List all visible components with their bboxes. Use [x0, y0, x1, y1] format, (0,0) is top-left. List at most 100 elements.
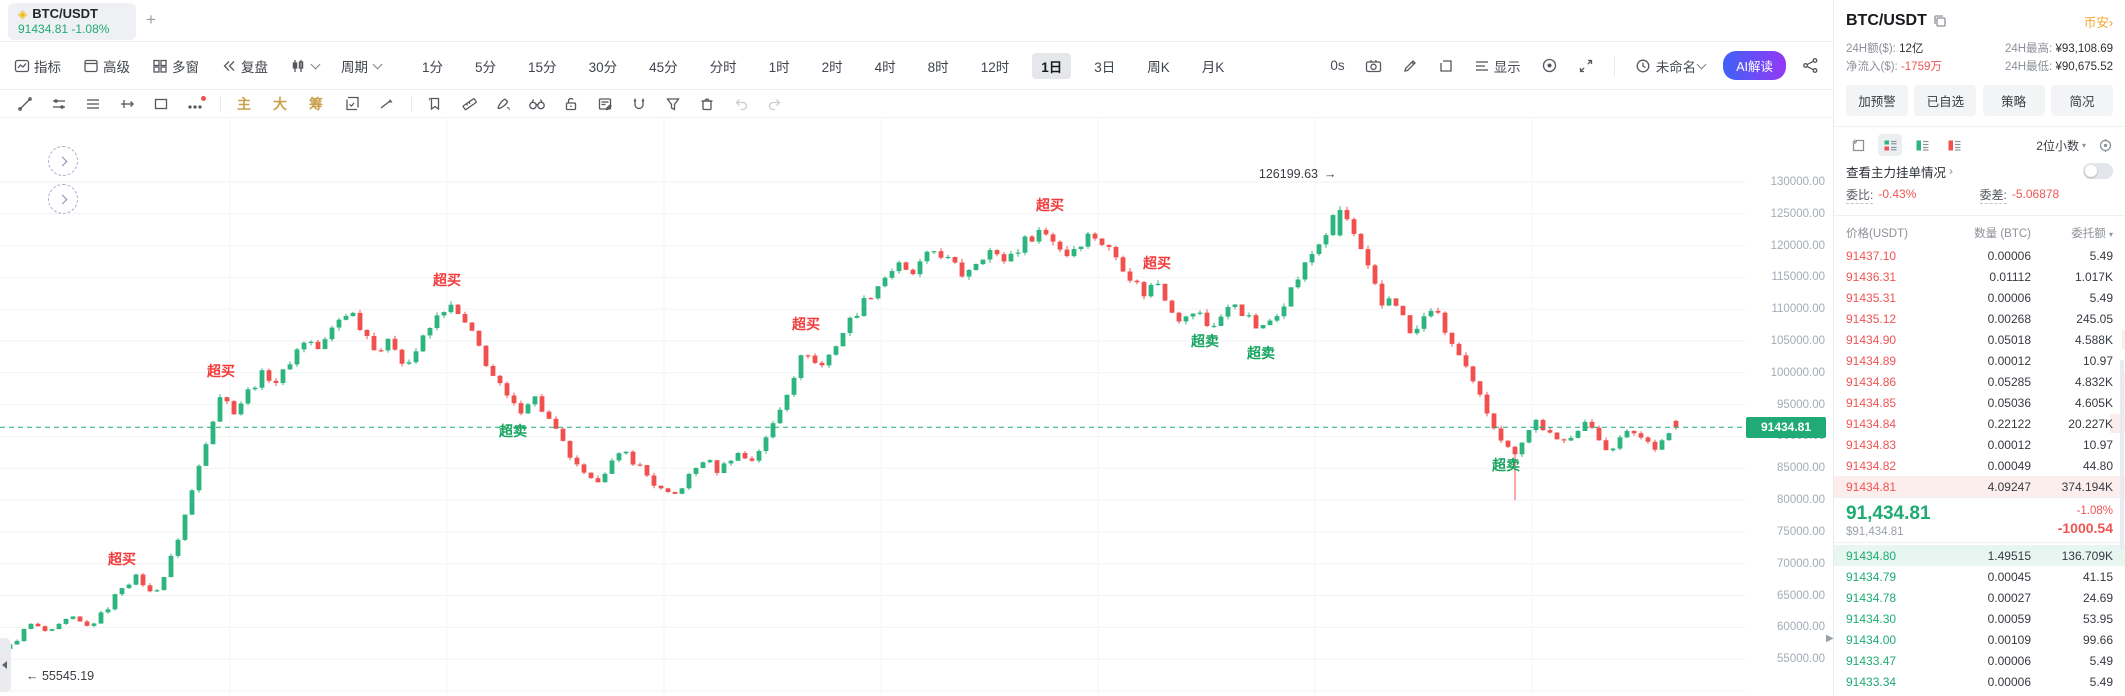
ask-row[interactable]: 91434.90 0.05018 4.588K: [1834, 329, 2125, 350]
auto-draw-tool[interactable]: [339, 93, 365, 115]
ask-row[interactable]: 91434.84 0.22122 20.227K: [1834, 413, 2125, 434]
replay-timer[interactable]: 0s: [1330, 58, 1345, 73]
ask-row[interactable]: 91434.83 0.00012 10.97: [1834, 434, 2125, 455]
bid-row[interactable]: 91434.80 1.49515 136.709K: [1834, 545, 2125, 566]
advanced-button[interactable]: 高级: [83, 56, 130, 76]
orderbook-both-view-button[interactable]: [1878, 134, 1902, 156]
timeframe-4时[interactable]: 4时: [874, 59, 896, 75]
timeframe-月K[interactable]: 月K: [1201, 59, 1225, 75]
symbol-tab[interactable]: ◈ BTC/USDT 91434.81 -1.08%: [8, 3, 136, 40]
order-amount: 4.605K: [2074, 395, 2113, 410]
timeframe-15分[interactable]: 15分: [528, 59, 557, 75]
add-pane-view-button[interactable]: [1846, 134, 1870, 156]
measure-tool[interactable]: [456, 93, 482, 115]
cross-arrow-tool[interactable]: [114, 93, 140, 115]
strategy-button[interactable]: 策略: [1982, 85, 2045, 116]
parallel-channel-tool[interactable]: [46, 93, 72, 115]
layout-dropdown[interactable]: 未命名: [1635, 56, 1707, 76]
multiwindow-button[interactable]: 多窗: [152, 56, 199, 76]
share-button[interactable]: [1802, 57, 1819, 74]
decimals-dropdown[interactable]: 2位小数 ▾: [2036, 138, 2086, 153]
col-price[interactable]: 价格(USDT): [1846, 228, 1908, 240]
display-settings-button[interactable]: 显示: [1474, 56, 1521, 76]
col-quantity[interactable]: 数量 (BTC): [1974, 228, 2031, 240]
timeframe-45分[interactable]: 45分: [649, 59, 678, 75]
filter-drawings-tool[interactable]: [660, 93, 686, 115]
lock-tool[interactable]: [558, 93, 584, 115]
ask-row[interactable]: 91434.89 0.00012 10.97: [1834, 350, 2125, 371]
timeframe-5分[interactable]: 5分: [475, 59, 497, 75]
note-tool[interactable]: [592, 93, 618, 115]
magnifier-compare-tool[interactable]: [524, 93, 550, 115]
horizontal-lines-tool[interactable]: [80, 93, 106, 115]
bid-row[interactable]: 91434.30 0.00059 53.95: [1834, 608, 2125, 629]
trend-line-tool[interactable]: [12, 93, 38, 115]
add-alert-button[interactable]: 加预警: [1846, 85, 1908, 116]
orderbook-asks-view-button[interactable]: [1942, 134, 1966, 156]
bid-row[interactable]: 91433.280.000076.40: [1834, 692, 2125, 696]
bid-row[interactable]: 91434.78 0.00027 24.69: [1834, 587, 2125, 608]
timeframe-2时[interactable]: 2时: [821, 59, 843, 75]
bid-row[interactable]: 91433.34 0.00006 5.49: [1834, 671, 2125, 692]
chart-style-dropdown[interactable]: [290, 58, 321, 74]
add-tab-button[interactable]: +: [146, 10, 156, 29]
delete-drawings-tool[interactable]: [694, 93, 720, 115]
large-chart-button[interactable]: 大: [273, 95, 287, 112]
ask-row[interactable]: 91436.31 0.01112 1.017K: [1834, 266, 2125, 287]
timeframe-12时[interactable]: 12时: [980, 59, 1010, 75]
copy-icon[interactable]: [1933, 14, 1947, 28]
timeframe-周K[interactable]: 周K: [1147, 59, 1170, 75]
ask-row[interactable]: 91434.86 0.05285 4.832K: [1834, 371, 2125, 392]
timeframe-3日[interactable]: 3日: [1094, 59, 1116, 75]
timeframe-1分[interactable]: 1分: [422, 59, 444, 75]
favorited-button[interactable]: 已自选: [1914, 85, 1977, 116]
bid-row[interactable]: 91434.00 0.00109 99.66: [1834, 629, 2125, 650]
orderbook-settings-icon[interactable]: [2098, 138, 2113, 153]
brush-tool[interactable]: [490, 93, 516, 115]
orderbook-bids-view-button[interactable]: [1910, 134, 1934, 156]
timeframe-30分[interactable]: 30分: [588, 59, 618, 75]
ask-row[interactable]: 91435.31 0.00006 5.49: [1834, 287, 2125, 308]
bookmark-tool[interactable]: [422, 93, 448, 115]
exchange-link[interactable]: 币安›: [2083, 15, 2113, 30]
redo-button[interactable]: [762, 93, 788, 115]
bid-row[interactable]: 91434.79 0.00045 41.15: [1834, 566, 2125, 587]
trend-arrow-tool[interactable]: [373, 93, 399, 115]
new-pane-button[interactable]: [1438, 58, 1454, 74]
ask-row[interactable]: 91434.81 4.09247 374.194K: [1834, 476, 2125, 497]
main-orders-link[interactable]: 查看主力挂单情况 ›: [1846, 161, 2113, 181]
timeframe-分时[interactable]: 分时: [709, 59, 737, 75]
bid-row[interactable]: 91433.47 0.00006 5.49: [1834, 650, 2125, 671]
timeframe-1时[interactable]: 1时: [768, 59, 790, 75]
ask-row[interactable]: 91434.85 0.05036 4.605K: [1834, 392, 2125, 413]
overview-button[interactable]: 简况: [2050, 85, 2113, 116]
rectangle-tool[interactable]: [148, 93, 174, 115]
left-panel-handle[interactable]: [0, 638, 11, 692]
expand-panel-button-2[interactable]: [48, 184, 78, 214]
ask-row[interactable]: 91434.82 0.00049 44.80: [1834, 455, 2125, 476]
col-amount[interactable]: 委托额 ▾: [2071, 228, 2113, 240]
screenshot-button[interactable]: [1365, 58, 1382, 74]
panel-resize-grip[interactable]: ▶: [1826, 633, 1834, 644]
fullscreen-button[interactable]: [1578, 58, 1594, 74]
main-orders-toggle[interactable]: [2083, 163, 2113, 179]
timeframe-1日[interactable]: 1日: [1032, 52, 1072, 79]
main-chart-button[interactable]: 主: [237, 95, 251, 112]
ask-row[interactable]: 91435.12 0.00268 245.05: [1834, 308, 2125, 329]
timeframe-8时[interactable]: 8时: [927, 59, 949, 75]
expand-panel-button-1[interactable]: [48, 146, 78, 176]
edit-button[interactable]: [1402, 58, 1418, 74]
replay-button[interactable]: 复盘: [221, 56, 268, 76]
chips-button[interactable]: 筹: [309, 95, 323, 112]
panel-scrollbar[interactable]: [2120, 360, 2124, 550]
undo-button[interactable]: [728, 93, 754, 115]
ask-row[interactable]: 91437.10 0.00006 5.49: [1834, 245, 2125, 266]
period-dropdown[interactable]: 周期: [341, 56, 383, 76]
more-tools[interactable]: [182, 93, 208, 115]
order-price: 91434.78: [1846, 590, 1897, 605]
magnet-tool[interactable]: [626, 93, 652, 115]
target-settings-button[interactable]: [1541, 57, 1558, 74]
ai-analysis-button[interactable]: AI解读: [1723, 51, 1786, 80]
indicator-button[interactable]: 指标: [14, 56, 61, 76]
